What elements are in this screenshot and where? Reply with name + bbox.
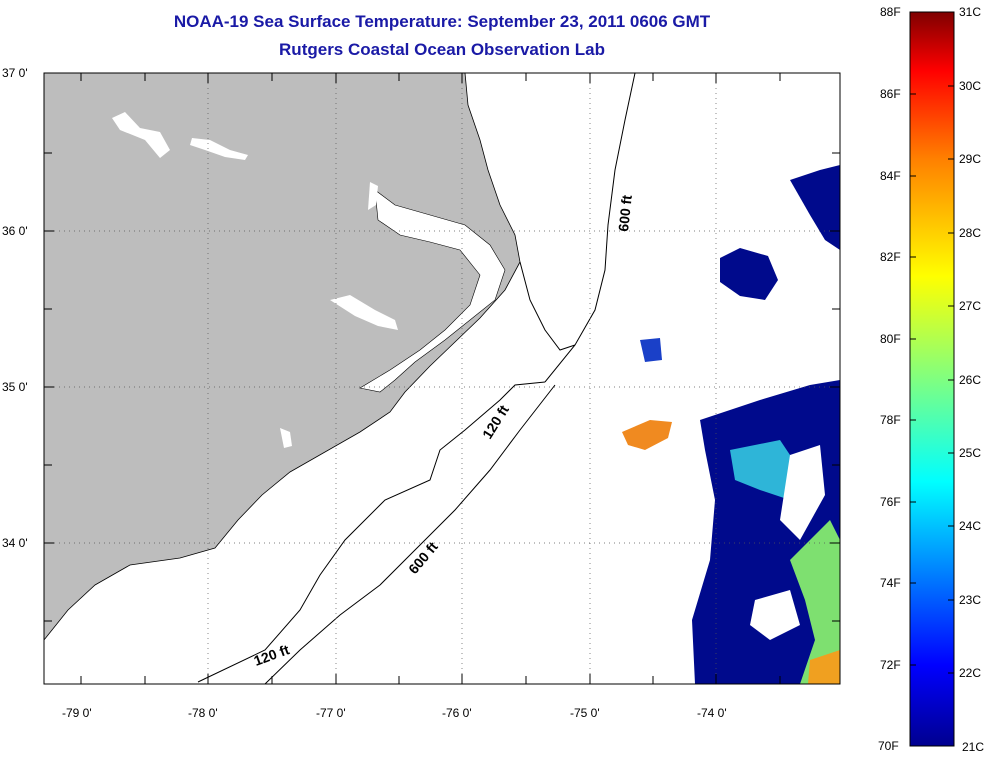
- lon-label: -76 0': [442, 706, 472, 720]
- sst-warm-band: [730, 440, 800, 500]
- sst-hot-corner: [808, 650, 840, 684]
- colorbar-f-label: 80F: [880, 332, 901, 346]
- colorbar-ticks: [910, 85, 954, 674]
- colorbar-c-label: 23C: [959, 593, 981, 607]
- colorbar-f-label: 76F: [880, 495, 901, 509]
- contour-120ft: [197, 381, 546, 683]
- colorbar-f-label: 84F: [880, 169, 901, 183]
- lon-label: -78 0': [188, 706, 218, 720]
- sst-data: [622, 165, 840, 684]
- sst-orange-spot: [622, 420, 672, 450]
- lat-label: 35 0': [2, 380, 28, 394]
- colorbar-c-label: 24C: [959, 519, 981, 533]
- bathymetry-contours: [197, 73, 636, 684]
- colorbar-c-label: 21C: [962, 740, 984, 754]
- map-subtitle: Rutgers Coastal Ocean Observation Lab: [279, 40, 605, 59]
- sst-cloud-gap: [780, 445, 825, 540]
- colorbar-c-label: 25C: [959, 446, 981, 460]
- colorbar-f-label: 88F: [880, 5, 901, 19]
- contour-600ft-north: [544, 73, 636, 383]
- sst-warm-south: [790, 520, 840, 684]
- sst-patch-mid: [640, 338, 662, 362]
- colorbar-gradient: [909, 11, 955, 747]
- lat-label: 37 0': [2, 66, 28, 80]
- contour-120ft-inner: [519, 261, 576, 351]
- colorbar-c-label: 26C: [959, 373, 981, 387]
- roanoke-river: [190, 138, 248, 160]
- lon-label: -75 0': [570, 706, 600, 720]
- colorbar-f-label: 70F: [878, 739, 899, 753]
- colorbar-c-label: 31C: [959, 5, 981, 19]
- sst-patch-ne: [720, 248, 778, 300]
- colorbar: 88F 86F 84F 82F 80F 78F 76F 74F 72F 70F …: [878, 5, 984, 754]
- map-panel: -79 0' -78 0' -77 0' -76 0' -75 0' -74 0…: [2, 66, 841, 720]
- contour-600ft-south: [264, 384, 556, 684]
- colorbar-c-label: 22C: [959, 666, 981, 680]
- albemarle-river: [112, 112, 170, 158]
- colorbar-f-label: 72F: [880, 658, 901, 672]
- colorbar-c-label: 29C: [959, 152, 981, 166]
- colorbar-c-label: 27C: [959, 299, 981, 313]
- colorbar-f-label: 74F: [880, 576, 901, 590]
- lon-label: -79 0': [62, 706, 92, 720]
- axis-ticks: [44, 73, 840, 684]
- lat-label: 36 0': [2, 224, 28, 238]
- colorbar-f-label: 78F: [880, 413, 901, 427]
- contour-label-600ft: 600 ft: [615, 194, 635, 232]
- lat-label: 34 0': [2, 536, 28, 550]
- map-title: NOAA-19 Sea Surface Temperature: Septemb…: [173, 12, 711, 31]
- inlet-cape-fear: [280, 428, 292, 448]
- lon-label: -74 0': [697, 706, 727, 720]
- sst-patch-ne-2: [790, 165, 840, 250]
- colorbar-c-label: 30C: [959, 79, 981, 93]
- sst-cloud-gap-2: [750, 590, 800, 640]
- pamlico-sound: [359, 189, 506, 393]
- pamlico-river: [368, 182, 378, 210]
- neuse-river: [330, 295, 398, 330]
- map-frame: [43, 72, 841, 685]
- colorbar-f-label: 86F: [880, 87, 901, 101]
- lon-label: -77 0': [316, 706, 346, 720]
- grid-lines: [44, 73, 840, 684]
- colorbar-f-label: 82F: [880, 250, 901, 264]
- colorbar-c-label: 28C: [959, 226, 981, 240]
